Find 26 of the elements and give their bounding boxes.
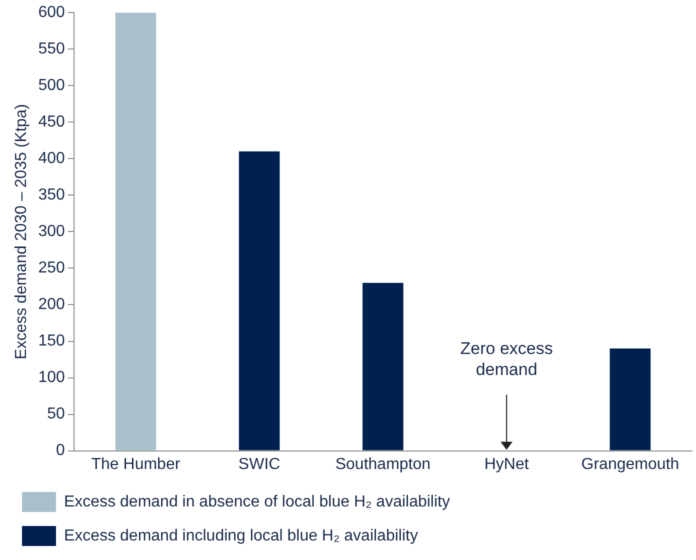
y-axis-title: Excess demand 2030 – 2035 (Ktpa) — [13, 104, 30, 360]
y-tick-label: 250 — [38, 260, 65, 277]
y-tick-label: 550 — [38, 40, 65, 58]
x-tick-label: SWIC — [238, 456, 280, 473]
x-tick-label: Grangemouth — [581, 456, 680, 473]
bar — [610, 348, 651, 450]
y-tick-label: 400 — [38, 150, 65, 168]
bar — [115, 12, 156, 450]
y-tick-label: 50 — [47, 406, 65, 423]
legend-label: Excess demand in absence of local blue H₂ availability — [64, 493, 450, 510]
y-tick-label: 500 — [38, 77, 65, 94]
y-tick-label: 0 — [56, 442, 65, 460]
x-tick-label: Southampton — [335, 456, 431, 473]
x-tick-label: The Humber — [91, 456, 181, 473]
annotation: Zero excess demand — [460, 338, 553, 379]
bar — [362, 282, 404, 450]
bar — [238, 151, 280, 450]
y-tick-label: 150 — [38, 332, 65, 350]
y-tick-label: 350 — [38, 186, 65, 204]
y-tick-label: 100 — [38, 369, 65, 386]
y-tick-label: 600 — [38, 4, 65, 22]
y-tick-label: 300 — [38, 223, 65, 240]
legend-label: Excess demand including local blue H₂ availability — [64, 527, 418, 544]
y-tick-label: 200 — [38, 296, 65, 314]
y-tick-label: 450 — [38, 114, 65, 131]
x-tick-label: HyNet — [484, 456, 530, 473]
